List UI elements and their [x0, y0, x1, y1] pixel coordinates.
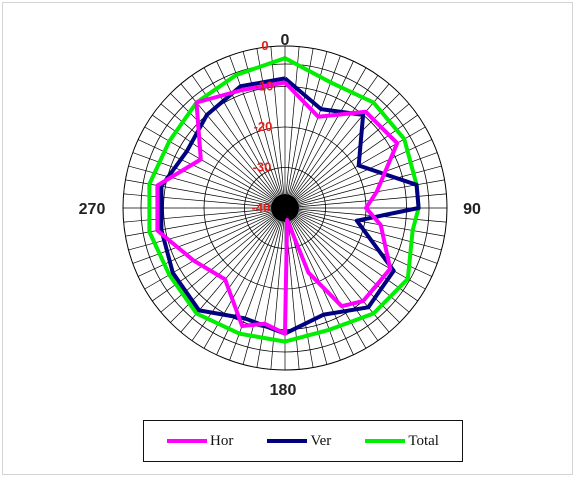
radial-gridline	[291, 67, 367, 197]
radial-tick-label: -30	[253, 160, 272, 175]
radial-gridline	[256, 48, 283, 195]
center-hub	[271, 194, 299, 222]
radial-gridline	[152, 114, 274, 201]
radial-gridline	[298, 152, 438, 204]
radial-gridline	[290, 61, 354, 196]
series-line-hor	[155, 80, 400, 336]
radial-tick-label: -10	[255, 79, 274, 94]
radial-gridline	[289, 55, 341, 195]
axis-labels: 0 90 180 270 0 -10 -20 -30 -40	[79, 32, 481, 399]
legend-swatch-total	[365, 439, 406, 443]
radial-gridline	[152, 215, 274, 302]
radial-gridline	[285, 46, 300, 195]
radial-gridline	[292, 75, 379, 197]
radial-gridline	[242, 221, 282, 365]
legend-swatch-ver	[267, 439, 308, 443]
series-lines	[147, 56, 421, 344]
legend-item-hor: Hor	[167, 433, 233, 450]
radial-gridline	[203, 219, 279, 349]
radial-gridline	[296, 114, 418, 201]
radial-gridline	[128, 211, 272, 251]
radial-gridline	[191, 219, 278, 341]
radial-gridline	[123, 193, 272, 208]
legend-label-hor: Hor	[210, 432, 234, 449]
radial-gridline	[128, 165, 272, 205]
radial-gridline	[170, 217, 276, 323]
series-line-ver	[159, 76, 421, 336]
radial-gridline	[256, 221, 283, 368]
radial-gridline	[297, 139, 432, 203]
radial-gridline	[125, 179, 272, 206]
radial-gridline	[138, 213, 273, 277]
radial-gridline	[216, 220, 280, 355]
legend-label-ver: Ver	[310, 432, 332, 449]
polar-grid	[122, 45, 448, 371]
radial-gridline	[292, 219, 379, 341]
radial-gridline	[138, 139, 273, 203]
radial-gridline	[160, 103, 275, 200]
legend: Hor Ver Total	[143, 420, 463, 462]
radial-gridline	[170, 93, 276, 199]
radial-gridline	[298, 211, 442, 251]
radial-gridline	[125, 210, 272, 237]
radial-gridline	[298, 179, 445, 206]
legend-item-ver: Ver	[267, 433, 331, 450]
radial-gridline	[287, 221, 314, 368]
radial-gridline	[270, 46, 285, 195]
radial-gridline	[229, 55, 281, 195]
radial-gridline	[298, 210, 445, 237]
radial-gridline	[296, 214, 426, 290]
radial-gridline	[229, 221, 281, 361]
radial-gridline	[132, 212, 272, 264]
angle-tick-label: 90	[463, 201, 481, 218]
series-line-total	[147, 56, 421, 344]
radial-gridline	[144, 214, 274, 290]
angle-tick-label: 180	[270, 382, 297, 399]
radial-gridline	[160, 216, 275, 313]
radial-gridline	[242, 51, 282, 195]
radial-gridline	[270, 221, 285, 370]
radial-gridline	[298, 165, 442, 205]
radial-gridline	[291, 219, 367, 349]
radial-tick-label: -40	[252, 200, 271, 215]
radial-gridline	[132, 152, 272, 204]
radial-gridline	[288, 221, 328, 365]
radial-tick-label: -20	[254, 119, 273, 134]
radial-gridline	[123, 208, 272, 223]
legend-item-total: Total	[365, 433, 439, 450]
angle-tick-label: 270	[79, 201, 106, 218]
radial-gridline	[144, 126, 274, 202]
legend-swatch-hor	[167, 439, 208, 443]
radial-tick-label: 0	[261, 38, 268, 53]
legend-label-total: Total	[408, 432, 439, 449]
angle-tick-label: 0	[281, 32, 290, 49]
radial-gridline	[288, 51, 328, 195]
